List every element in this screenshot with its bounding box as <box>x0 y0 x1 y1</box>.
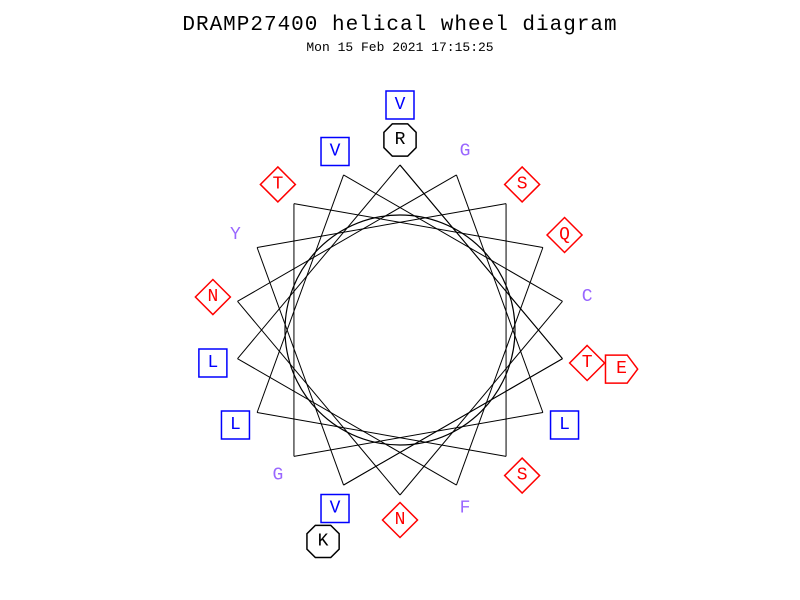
residue-label: N <box>395 510 406 530</box>
residue-label: V <box>330 141 341 161</box>
residue-label: K <box>318 531 329 551</box>
residue-label: L <box>230 415 241 435</box>
residue-label: S <box>517 174 528 194</box>
residue-label: R <box>395 130 406 150</box>
residue-label: T <box>272 174 283 194</box>
residue-label: L <box>559 415 570 435</box>
residue-label: S <box>517 466 528 486</box>
residue-label: L <box>207 353 218 373</box>
residue-label: Y <box>230 225 241 245</box>
residue-label: G <box>460 141 471 161</box>
helical-wheel-diagram: R T V Y S S L V C N N G L G T Q F L V E K <box>0 0 800 600</box>
residue-label: G <box>272 466 283 486</box>
residue-label: T <box>582 353 593 373</box>
residue-label: N <box>207 287 218 307</box>
residue-label: C <box>582 287 593 307</box>
residue-label: F <box>460 499 471 519</box>
residue-label: E <box>616 359 627 379</box>
residue-label: V <box>395 95 406 115</box>
residue-label: Q <box>559 225 570 245</box>
residue-label: V <box>330 499 341 519</box>
